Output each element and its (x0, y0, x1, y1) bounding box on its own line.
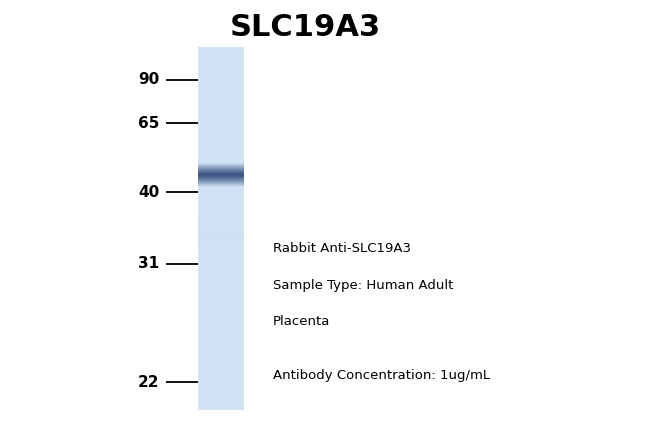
Text: SLC19A3: SLC19A3 (230, 13, 381, 42)
Text: Placenta: Placenta (273, 315, 330, 328)
Text: 40: 40 (138, 185, 159, 200)
Text: 31: 31 (138, 256, 159, 271)
Text: 65: 65 (138, 116, 159, 130)
Text: Antibody Concentration: 1ug/mL: Antibody Concentration: 1ug/mL (273, 368, 490, 381)
Text: 90: 90 (138, 73, 159, 87)
Text: 22: 22 (138, 375, 159, 390)
Text: Sample Type: Human Adult: Sample Type: Human Adult (273, 279, 454, 292)
Text: Rabbit Anti-SLC19A3: Rabbit Anti-SLC19A3 (273, 242, 411, 255)
